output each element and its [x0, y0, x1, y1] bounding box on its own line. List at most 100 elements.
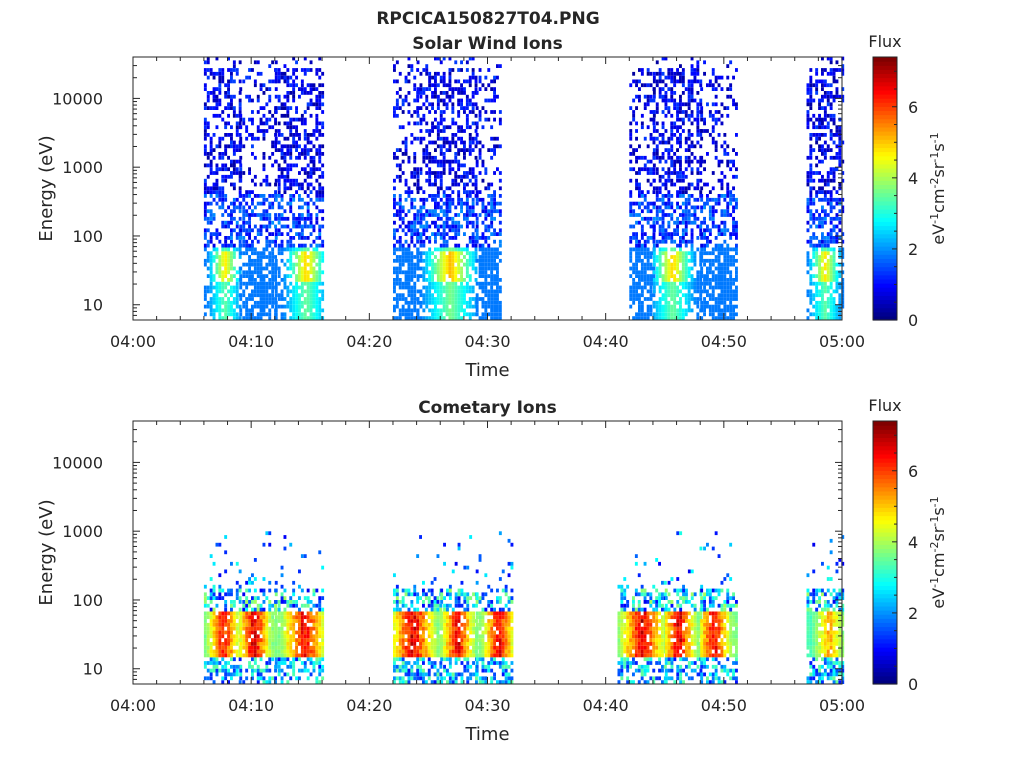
flux-cell [209, 312, 213, 317]
flux-cell [248, 262, 251, 267]
flux-cell [649, 262, 653, 267]
flux-cell [826, 243, 830, 248]
flux-cell [321, 316, 325, 320]
flux-cell [413, 316, 417, 320]
flux-cell [283, 304, 287, 309]
flux-cell [206, 106, 210, 110]
flux-cell [649, 281, 653, 286]
flux-cell [690, 64, 694, 68]
flux-cell [735, 243, 738, 248]
flux-cell [649, 136, 653, 141]
flux-cell [419, 304, 423, 309]
flux-cell [318, 274, 322, 278]
flux-cell [664, 274, 668, 278]
flux-cell [809, 209, 813, 214]
flux-cell [643, 297, 647, 301]
flux-cell [684, 209, 688, 214]
flux-cell [230, 278, 233, 282]
flux-cell [436, 144, 440, 149]
flux-cell [256, 312, 260, 317]
flux-cell [723, 251, 727, 256]
flux-cell [221, 201, 225, 206]
flux-cell [401, 304, 405, 309]
flux-cell [673, 182, 677, 187]
flux-cell [454, 297, 458, 301]
flux-cell [442, 304, 446, 309]
flux-cell [235, 285, 239, 290]
flux-cell [687, 129, 691, 133]
flux-cell [815, 71, 819, 76]
flux-cell [673, 293, 677, 298]
flux-cell [259, 300, 263, 305]
flux-cell [315, 190, 319, 194]
flux-cell [696, 110, 700, 114]
flux-cell [221, 155, 225, 160]
flux-cell [245, 247, 249, 252]
flux-cell [398, 281, 402, 286]
flux-cell [262, 121, 266, 126]
flux-cell [245, 316, 249, 320]
flux-cell [431, 83, 434, 88]
flux-cell [806, 110, 810, 114]
flux-cell [245, 274, 249, 278]
flux-cell [829, 190, 833, 194]
flux-cell [676, 289, 679, 294]
flux-cell [726, 293, 730, 298]
flux-cell [661, 79, 665, 84]
flux-cell [676, 205, 679, 210]
flux-cell [413, 159, 417, 164]
flux-cell [726, 113, 730, 118]
flux-cell [670, 98, 674, 103]
flux-cell [457, 220, 461, 225]
flux-cell [717, 232, 721, 236]
flux-cell [238, 209, 242, 214]
flux-cell [253, 258, 257, 263]
flux-cell [681, 68, 685, 72]
flux-cell [221, 300, 225, 305]
flux-cell [490, 205, 494, 210]
flux-cell [289, 266, 293, 271]
flux-cell [212, 113, 216, 118]
flux-cell [436, 186, 440, 191]
flux-cell [283, 102, 287, 107]
flux-cell [206, 98, 210, 103]
flux-cell [253, 136, 257, 141]
flux-cell [277, 94, 281, 99]
flux-cell [215, 56, 219, 61]
flux-cell [289, 148, 293, 152]
flux-cell [235, 297, 239, 301]
flux-cell [812, 312, 816, 317]
flux-cell [321, 194, 325, 198]
flux-cell [463, 255, 466, 259]
flux-cell [422, 205, 426, 210]
flux-cell [649, 293, 653, 298]
flux-cell [203, 148, 207, 152]
flux-cell [434, 197, 437, 202]
flux-cell [673, 163, 677, 168]
flux-cell [398, 216, 402, 221]
flux-cell [818, 270, 821, 275]
flux-cell [818, 98, 821, 103]
flux-cell [428, 75, 432, 80]
flux-cell [277, 129, 281, 133]
flux-cell [289, 243, 293, 248]
flux-cell [481, 270, 485, 275]
flux-cell [832, 94, 836, 99]
flux-cell [655, 239, 659, 244]
flux-cell [309, 102, 313, 107]
flux-cell [221, 316, 225, 320]
flux-cell [431, 121, 434, 126]
flux-cell [468, 144, 472, 149]
flux-cell [673, 262, 677, 267]
flux-cell [321, 71, 325, 76]
flux-cell [667, 140, 671, 145]
flux-cell [826, 125, 830, 130]
flux-cell [286, 68, 290, 72]
flux-cell [318, 194, 322, 198]
flux-cell [419, 83, 423, 88]
flux-cell [265, 182, 269, 187]
flux-cell [484, 205, 488, 210]
flux-cell [209, 194, 213, 198]
flux-cell [454, 205, 458, 210]
flux-cell [481, 243, 485, 248]
